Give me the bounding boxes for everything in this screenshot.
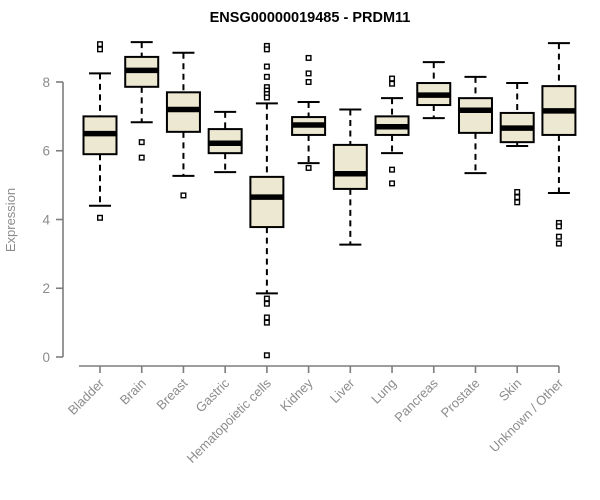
y-tick-label: 4 [42, 212, 50, 227]
category-label-kidney: Kidney [277, 375, 316, 414]
outlier-point [305, 54, 312, 61]
outlier-point [555, 240, 562, 247]
outlier-point [389, 80, 396, 87]
outlier-point [180, 192, 187, 199]
y-tick-label: 2 [42, 281, 50, 296]
outlier-point [263, 46, 270, 53]
category-label-gastric: Gastric [193, 375, 233, 415]
y-tick-label: 6 [42, 144, 50, 159]
outlier-point [263, 73, 270, 80]
outlier-point [555, 223, 562, 230]
boxplot-pancreas [416, 61, 452, 120]
iqr-box [332, 143, 368, 190]
boxplot-breast [165, 51, 201, 199]
boxplot-unknown-other [541, 42, 577, 247]
boxplot-bladder [82, 41, 118, 221]
boxplot-hematopoietic-cells [249, 42, 285, 359]
boxplot-liver [332, 108, 368, 246]
y-axis-label: Expression [3, 188, 18, 252]
outlier-point [263, 352, 270, 359]
category-label-breast: Breast [153, 375, 190, 412]
iqr-box [249, 175, 285, 229]
outlier-point [305, 78, 312, 85]
outlier-point [305, 70, 312, 77]
category-label-liver: Liver [327, 375, 358, 406]
category-label-unknown-other: Unknown / Other [486, 375, 566, 455]
outlier-point [96, 46, 103, 53]
category-label-skin: Skin [496, 376, 524, 404]
category-label-brain: Brain [117, 376, 149, 408]
outlier-point [305, 164, 312, 171]
outlier-point [263, 94, 270, 101]
outlier-point [263, 319, 270, 326]
category-label-prostate: Prostate [438, 376, 483, 421]
outlier-point [514, 199, 521, 206]
boxplot-brain [124, 41, 160, 161]
outlier-point [263, 63, 270, 70]
y-tick-label: 8 [42, 75, 50, 90]
outlier-point [555, 233, 562, 240]
iqr-box [457, 97, 493, 134]
outlier-point [263, 295, 270, 302]
category-label-lung: Lung [368, 376, 399, 407]
boxplot-gastric [207, 110, 243, 174]
boxplot-prostate [457, 75, 493, 175]
outlier-point [138, 154, 145, 161]
chart-title: ENSG00000019485 - PRDM11 [210, 10, 411, 26]
boxplot-lung [374, 75, 410, 187]
boxplots [82, 41, 577, 359]
outlier-point [96, 41, 103, 48]
boxplot-kidney [291, 54, 327, 171]
outlier-point [263, 314, 270, 321]
outlier-point [389, 75, 396, 82]
outlier-point [389, 180, 396, 187]
boxplot-skin [499, 82, 535, 206]
outlier-point [514, 194, 521, 201]
outlier-point [263, 300, 270, 307]
category-label-bladder: Bladder [65, 375, 108, 418]
y-tick-label: 0 [42, 350, 50, 365]
outlier-point [389, 166, 396, 173]
category-label-pancreas: Pancreas [391, 375, 441, 425]
outlier-point [138, 139, 145, 146]
outlier-point [96, 214, 103, 221]
outlier-point [514, 188, 521, 195]
